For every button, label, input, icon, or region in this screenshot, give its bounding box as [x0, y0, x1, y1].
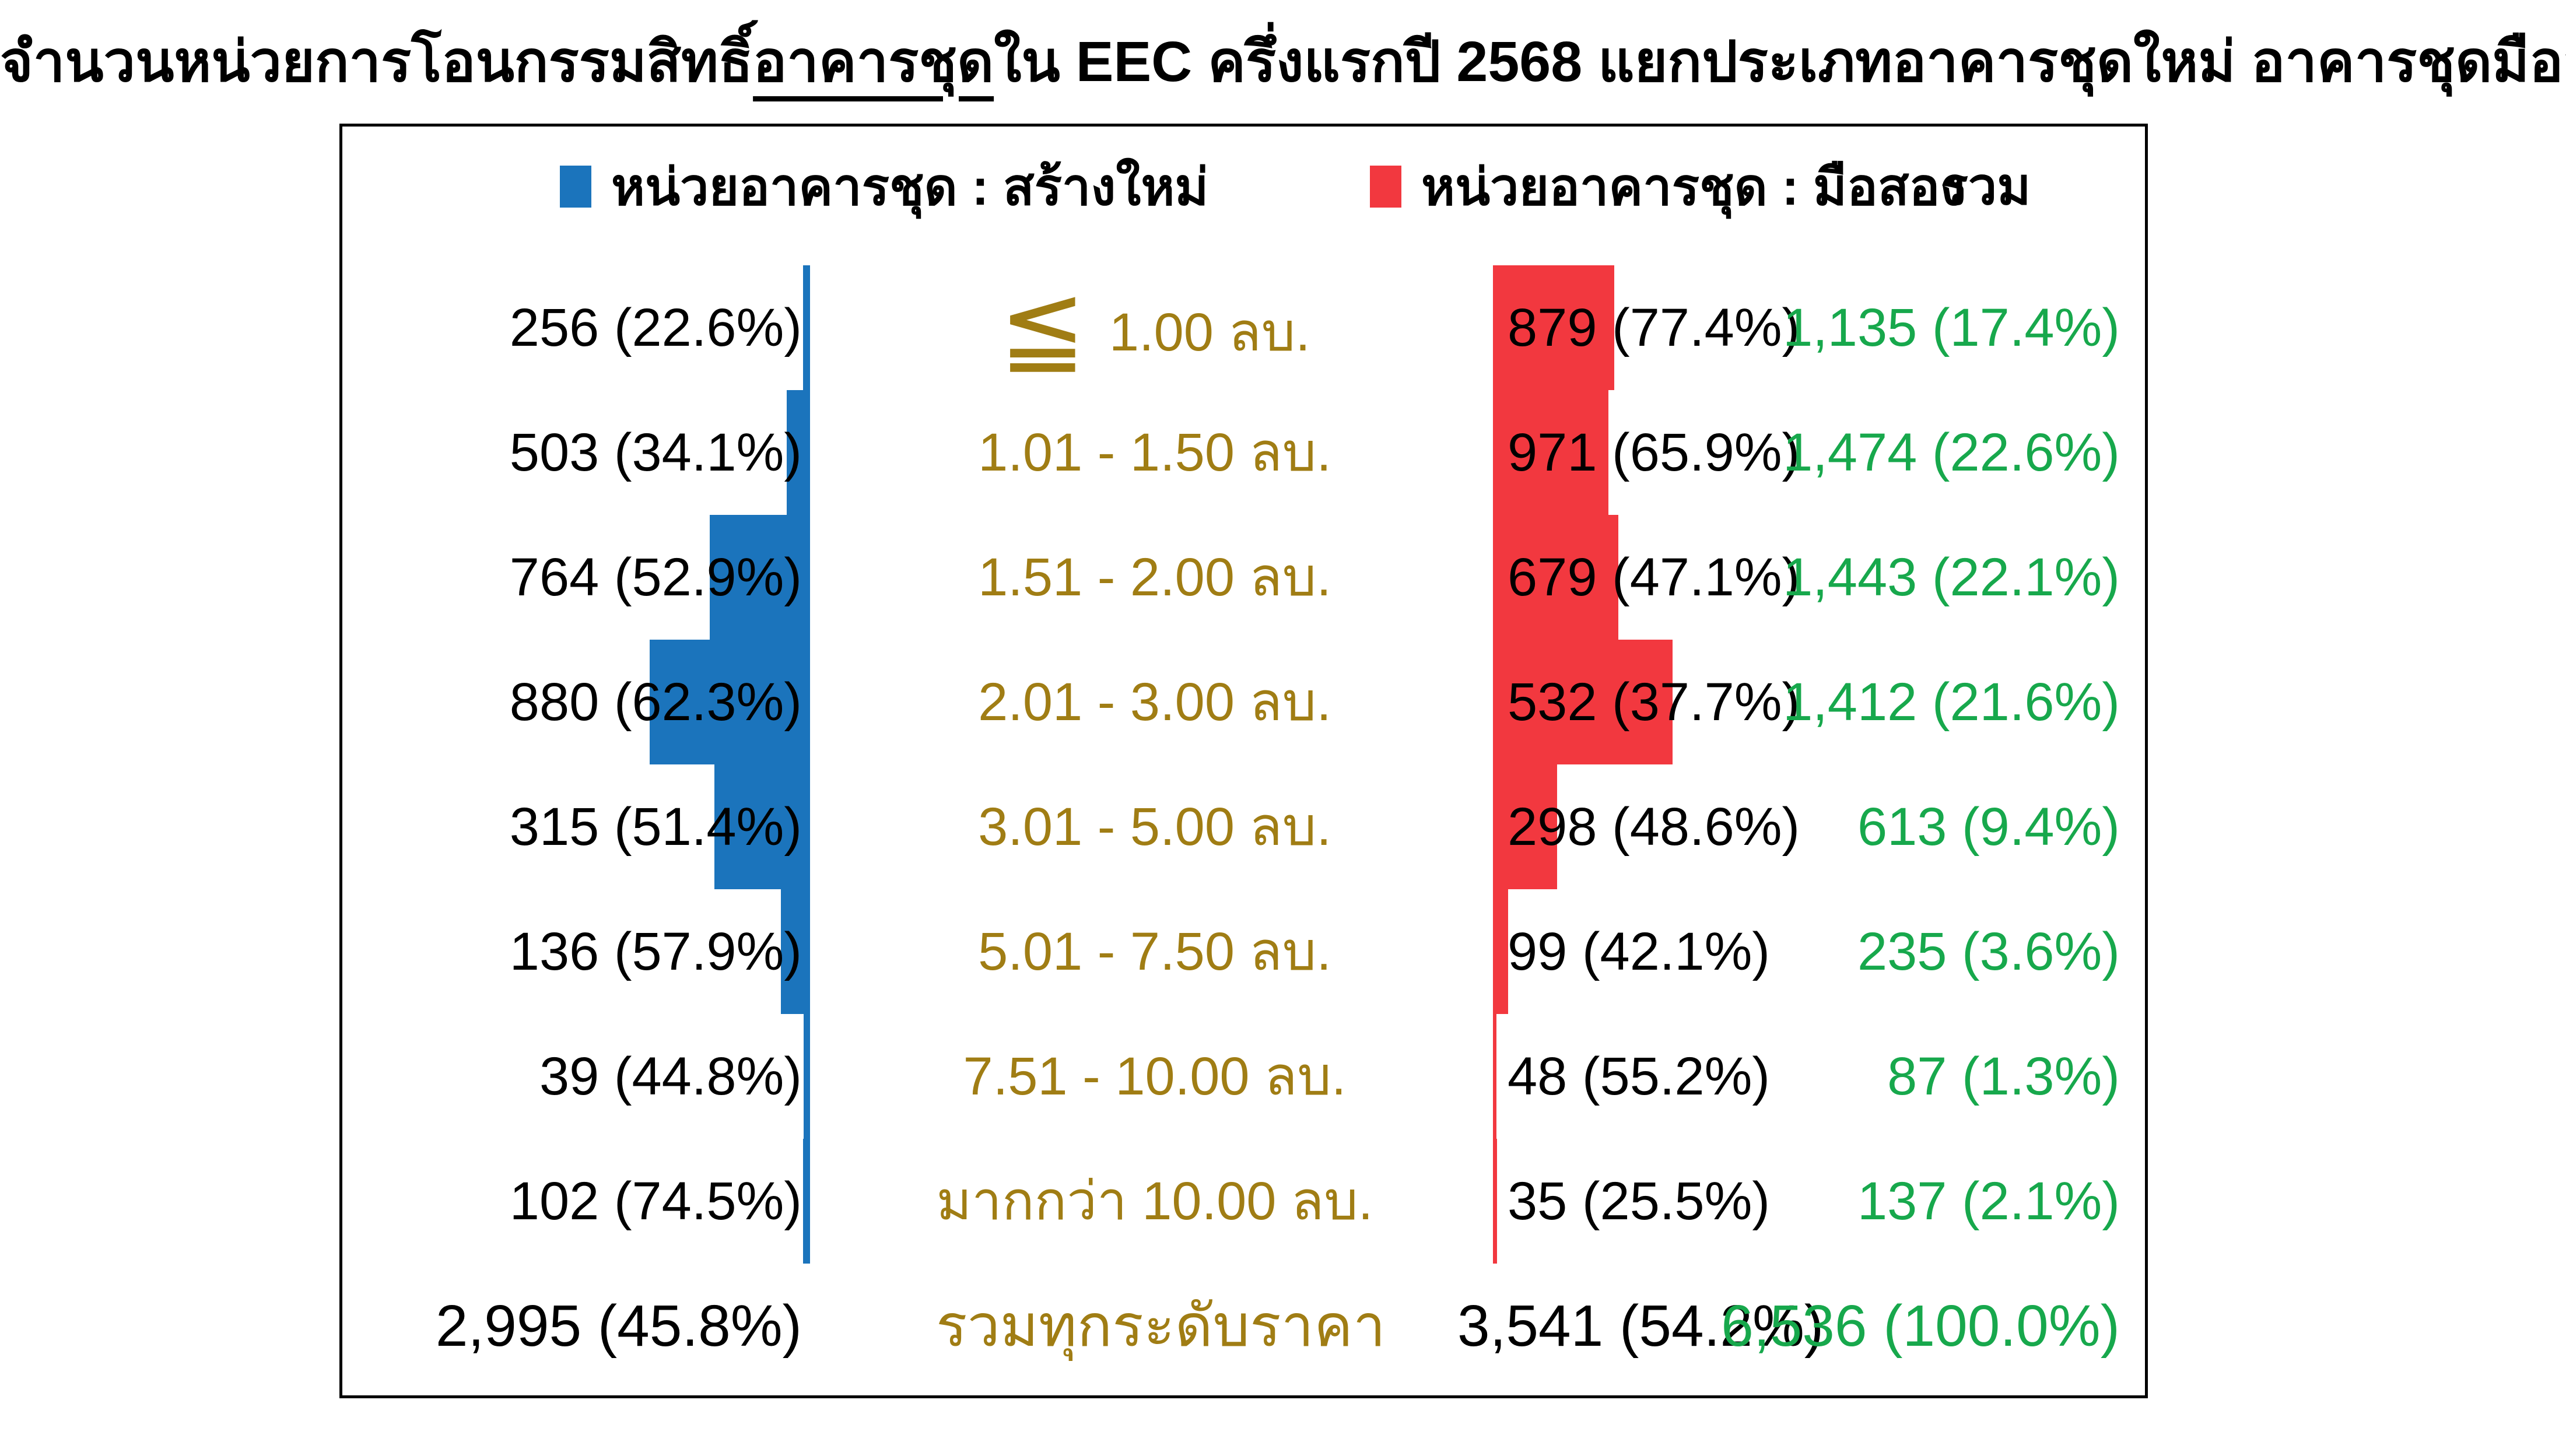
grand-total-value: 6,536 (100.0%) [1721, 1293, 2120, 1359]
price-range-label: 1.01 - 1.50 ลบ. [978, 423, 1331, 482]
new-units-bar [714, 764, 810, 889]
used-units-bar [1493, 889, 1508, 1014]
new-units-bar [787, 390, 810, 515]
new-units-value: 503 (34.1%) [509, 423, 802, 482]
price-row-6: 136 (57.9%) 5.01 - 7.50 ลบ. 99 (42.1%) 2… [342, 889, 2145, 1014]
price-row-2: 503 (34.1%) 1.01 - 1.50 ลบ. 971 (65.9%) … [342, 390, 2145, 515]
new-units-value: 39 (44.8%) [539, 1047, 802, 1106]
price-range-label: 2.01 - 3.00 ลบ. [978, 672, 1331, 732]
new-units-value: 315 (51.4%) [509, 797, 802, 857]
total-used-units-value: 3,541 (54.2%) [1457, 1293, 1824, 1359]
row-total-value: 1,443 (22.1%) [1783, 548, 2120, 607]
row-total-value: 1,412 (21.6%) [1783, 672, 2120, 732]
legend-label-used: หน่วยอาคารชุด : มือสอง [1421, 157, 1965, 216]
price-row-3: 764 (52.9%) 1.51 - 2.00 ลบ. 679 (47.1%) … [342, 515, 2145, 640]
used-units-bar [1493, 640, 1673, 764]
new-units-bar [781, 889, 810, 1014]
used-units-bar [1493, 265, 1614, 390]
chart-frame: หน่วยอาคารชุด : สร้างใหม่ หน่วยอาคารชุด … [339, 124, 2148, 1398]
price-range-label: ≦ 1.00 ลบ. [936, 265, 1373, 390]
price-range-label: 3.01 - 5.00 ลบ. [978, 797, 1331, 857]
price-range-label: มากกว่า 10.00 ลบ. [936, 1171, 1373, 1231]
price-row-4: 880 (62.3%) 2.01 - 3.00 ลบ. 532 (37.7%) … [342, 640, 2145, 764]
price-range-text: 1.00 ลบ. [1094, 303, 1310, 362]
title-part1: จำนวนหน่วยการโอนกรรมสิทธิ์ [0, 30, 753, 93]
row-total-value: 1,135 (17.4%) [1783, 298, 2120, 357]
price-row-7: 39 (44.8%) 7.51 - 10.00 ลบ. 48 (55.2%) 8… [342, 1014, 2145, 1139]
total-new-units-value: 2,995 (45.8%) [435, 1293, 802, 1359]
price-range-label: 1.51 - 2.00 ลบ. [978, 548, 1331, 607]
used-units-value: 35 (25.5%) [1508, 1171, 1771, 1231]
used-units-value: 679 (47.1%) [1508, 548, 1800, 607]
used-units-bar [1493, 515, 1618, 640]
row-total-value: 1,474 (22.6%) [1783, 423, 2120, 482]
lte-symbol: ≦ [999, 269, 1086, 385]
new-units-value: 136 (57.9%) [509, 922, 802, 981]
grand-total-row: 2,995 (45.8%) รวมทุกระดับราคา 3,541 (54.… [342, 1264, 2145, 1388]
chart-rows: 256 (22.6%) ≦ 1.00 ลบ. 879 (77.4%) 1,135… [342, 265, 2145, 1388]
row-total-value: 137 (2.1%) [1857, 1171, 2120, 1231]
used-units-value: 971 (65.9%) [1508, 423, 1800, 482]
row-total-value: 613 (9.4%) [1857, 797, 2120, 857]
legend-label-new: หน่วยอาคารชุด : สร้างใหม่ [611, 157, 1209, 216]
legend-swatch-new-icon [560, 165, 591, 208]
page-title: จำนวนหน่วยการโอนกรรมสิทธิ์อาคารชุดใน EEC… [0, 16, 2566, 106]
price-range-label: 7.51 - 10.00 ลบ. [963, 1047, 1347, 1106]
new-units-bar [803, 265, 810, 390]
legend-item-used: หน่วยอาคารชุด : มือสอง [1370, 158, 1965, 216]
total-range-label: รวมทุกระดับราคา [936, 1293, 1386, 1359]
new-units-value: 102 (74.5%) [509, 1171, 802, 1231]
price-row-1: 256 (22.6%) ≦ 1.00 ลบ. 879 (77.4%) 1,135… [342, 265, 2145, 390]
new-units-bar [650, 640, 810, 764]
title-part2: ใน EEC ครึ่งแรกปี 2568 แยกประเภทอาคารชุด… [994, 30, 2566, 93]
row-total-value: 235 (3.6%) [1857, 922, 2120, 981]
used-units-bar [1493, 764, 1557, 889]
used-units-bar [1493, 1014, 1496, 1139]
used-units-value: 532 (37.7%) [1508, 672, 1800, 732]
used-units-value: 879 (77.4%) [1508, 298, 1800, 357]
price-row-5: 315 (51.4%) 3.01 - 5.00 ลบ. 298 (48.6%) … [342, 764, 2145, 889]
price-range-label: 5.01 - 7.50 ลบ. [978, 922, 1331, 981]
legend: หน่วยอาคารชุด : สร้างใหม่ หน่วยอาคารชุด … [342, 157, 2145, 216]
row-total-value: 87 (1.3%) [1887, 1047, 2120, 1106]
new-units-bar [710, 515, 810, 640]
new-units-value: 256 (22.6%) [509, 298, 802, 357]
price-row-8: 102 (74.5%) มากกว่า 10.00 ลบ. 35 (25.5%)… [342, 1139, 2145, 1264]
used-units-bar [1493, 1139, 1497, 1264]
legend-item-new: หน่วยอาคารชุด : สร้างใหม่ [560, 158, 1208, 216]
used-units-bar [1493, 390, 1608, 515]
legend-label-total: รวม [1940, 157, 2031, 215]
used-units-value: 48 (55.2%) [1508, 1047, 1771, 1106]
title-underlined-word: อาคารชุด [753, 30, 994, 93]
new-units-value: 880 (62.3%) [509, 672, 802, 732]
new-units-bar [803, 1139, 810, 1264]
new-units-bar [804, 1014, 810, 1139]
new-units-value: 764 (52.9%) [509, 548, 802, 607]
used-units-value: 99 (42.1%) [1508, 922, 1771, 981]
legend-swatch-used-icon [1370, 165, 1401, 208]
used-units-value: 298 (48.6%) [1508, 797, 1800, 857]
